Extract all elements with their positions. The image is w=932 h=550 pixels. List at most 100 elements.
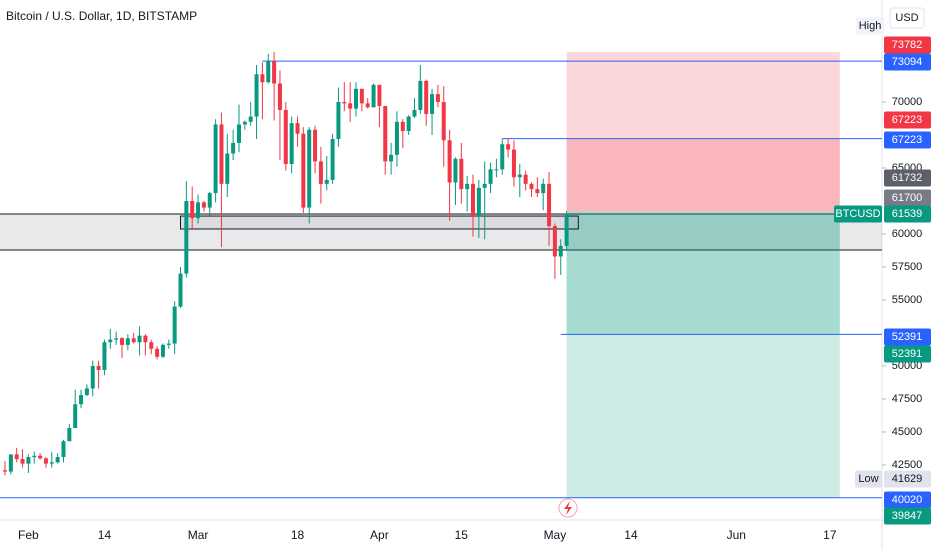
candle-body — [447, 140, 452, 183]
x-tick-label: May — [544, 528, 567, 542]
x-tick-label: 14 — [624, 528, 638, 542]
candle-body — [354, 88, 358, 109]
price-label-box — [884, 53, 931, 71]
candle-body — [547, 183, 552, 227]
candle-body — [500, 144, 505, 170]
y-tick-label: 57500 — [892, 261, 923, 273]
candle-body — [529, 183, 534, 190]
x-tick-label: Feb — [18, 528, 39, 542]
price-label: 52391 — [892, 331, 923, 343]
candle-body — [517, 174, 522, 178]
x-tick-label: Jun — [727, 528, 746, 542]
price-label-box — [884, 189, 931, 207]
candle-body — [389, 154, 394, 162]
y-tick-label: 47500 — [892, 393, 923, 405]
candle-body — [131, 338, 136, 343]
candle-body — [511, 149, 516, 178]
candle-body — [465, 183, 470, 190]
candle-body — [400, 121, 405, 132]
price-label-box — [884, 470, 931, 488]
candle-body — [552, 226, 557, 257]
candle-body — [307, 129, 312, 208]
candle-body — [289, 123, 294, 165]
candle-body — [43, 458, 48, 464]
event-icon-bolt — [564, 501, 572, 515]
candle-body — [418, 80, 423, 110]
position-zone — [566, 52, 840, 212]
candle-body — [506, 144, 511, 150]
candle-body — [342, 102, 347, 104]
price-tag: BTCUSD — [835, 208, 880, 220]
candle-body — [38, 455, 43, 459]
candle-body — [541, 183, 546, 194]
price-label-box — [884, 328, 931, 346]
candle-body — [313, 129, 318, 162]
price-label-box — [884, 111, 931, 129]
candle-body — [295, 123, 300, 134]
candle-body — [213, 124, 218, 194]
candle-body — [120, 338, 124, 345]
price-label-box — [884, 507, 931, 525]
candle-body — [359, 88, 364, 104]
candle-body — [441, 102, 446, 141]
price-tag-box — [834, 205, 882, 223]
range-box — [180, 215, 579, 230]
price-tag-box — [855, 470, 882, 488]
candle-body — [114, 338, 119, 340]
chart-title: Bitcoin / U.S. Dollar, 1D, BITSTAMP — [6, 9, 197, 23]
price-label: 41629 — [892, 473, 923, 485]
currency[interactable]: USD — [895, 12, 918, 24]
candle-body — [26, 457, 31, 464]
candle-body — [237, 124, 241, 143]
price-label: 67223 — [892, 114, 923, 126]
price-label: 40020 — [892, 494, 923, 506]
candle-body — [143, 335, 148, 343]
candle-body — [3, 470, 7, 472]
y-tick-label: 55000 — [892, 294, 923, 306]
candle-body — [283, 109, 288, 165]
y-tick-label: 60000 — [892, 228, 923, 240]
candle-body — [102, 342, 107, 370]
candle-body — [336, 102, 341, 139]
candle-body — [430, 94, 435, 114]
y-tick-label: 50000 — [892, 360, 923, 372]
candle-body — [248, 116, 253, 122]
candle-body — [242, 121, 247, 125]
y-tick-label: 45000 — [892, 426, 923, 438]
price-label: 67223 — [892, 134, 923, 146]
candle-body — [32, 455, 37, 458]
candle-body — [73, 404, 78, 429]
candle-body — [482, 183, 487, 188]
candle-body — [14, 454, 19, 460]
price-label-box — [884, 131, 931, 149]
candle-body — [330, 138, 335, 180]
candle-body — [324, 179, 329, 184]
price-label-box — [884, 169, 931, 187]
candle-body — [412, 109, 417, 117]
position-zone — [566, 138, 840, 212]
candle-body — [125, 338, 130, 345]
candle-body — [207, 193, 212, 208]
candle-body — [564, 213, 569, 246]
candle-body — [260, 74, 265, 83]
position-zone — [566, 211, 840, 498]
candle-body — [190, 201, 195, 219]
x-tick-label: Mar — [188, 528, 209, 542]
candle-body — [178, 273, 183, 307]
price-label: 39847 — [892, 510, 923, 522]
high-tag: High — [859, 20, 882, 32]
candle-body — [108, 339, 113, 343]
currency-button[interactable] — [889, 7, 925, 29]
candle-body — [149, 342, 154, 349]
price-label-box — [884, 345, 931, 363]
price-label: 61539 — [892, 208, 923, 220]
candle-body — [166, 343, 171, 345]
candle-body — [488, 169, 493, 184]
candle-body — [371, 84, 376, 108]
candle-body — [301, 133, 306, 208]
x-tick-label: 17 — [823, 528, 837, 542]
x-tick-label: 18 — [291, 528, 305, 542]
y-tick-label: 70000 — [892, 96, 923, 108]
